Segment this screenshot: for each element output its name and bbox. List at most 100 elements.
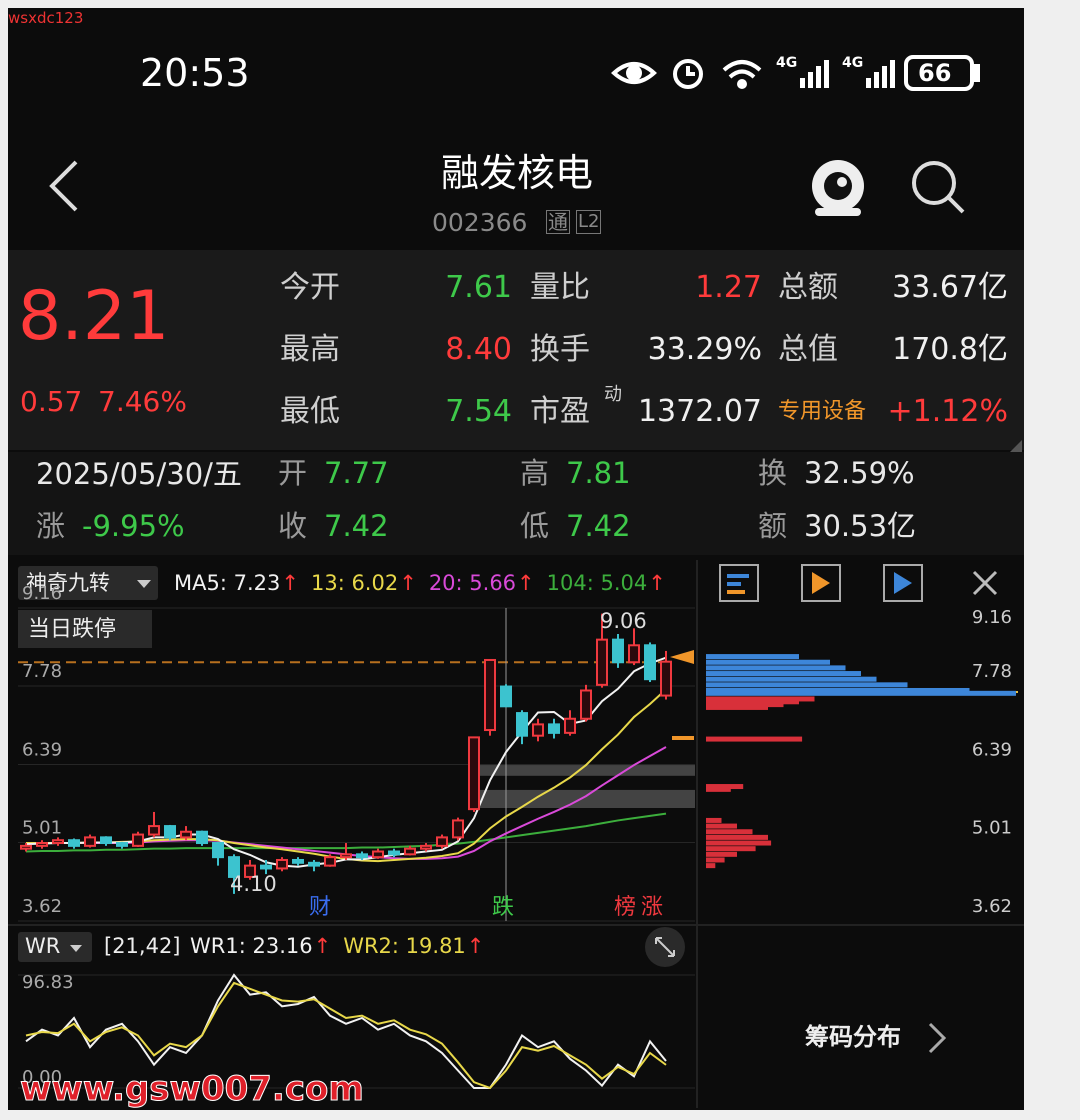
candle-body xyxy=(196,830,208,845)
price-change: 0.57 xyxy=(20,385,83,418)
y-tick-label: 7.78 xyxy=(22,661,62,682)
candle-body xyxy=(324,856,336,867)
candle-body xyxy=(212,842,224,859)
wr-dropdown[interactable] xyxy=(18,932,92,962)
ma-line xyxy=(25,656,667,868)
y-tick-label: 3.62 xyxy=(972,896,1012,917)
candle-body xyxy=(484,658,496,732)
candle-body xyxy=(596,638,608,686)
candle-body xyxy=(244,864,256,878)
status-icons xyxy=(611,55,980,91)
chip-bar xyxy=(706,659,830,665)
day-label: 开 xyxy=(278,456,308,490)
y-tick-label: 9.16 xyxy=(22,583,62,604)
watermark: www.gsw007.com xyxy=(20,1069,365,1109)
candle-body xyxy=(52,839,64,845)
chip-bar xyxy=(706,654,799,660)
chip-bar xyxy=(706,846,756,852)
day-label: 换 xyxy=(758,456,788,490)
quote-value: 1372.07 xyxy=(637,394,762,429)
legend-entry: WR2: 19.81 xyxy=(343,934,466,958)
candle-body xyxy=(132,833,144,847)
chip-bar xyxy=(706,823,737,829)
panel-tabs[interactable] xyxy=(719,564,998,602)
battery-level: 66 xyxy=(918,59,952,87)
indicator-dropdown[interactable] xyxy=(18,566,158,600)
candle-body xyxy=(628,644,640,664)
search-icon[interactable] xyxy=(912,161,965,214)
chip-bar xyxy=(706,687,970,693)
indicator-name: 神奇九转 xyxy=(26,571,110,595)
legend-trend: ↑ xyxy=(281,571,299,595)
candle-body xyxy=(644,644,656,681)
chip-bar xyxy=(706,851,737,857)
assistant-icon[interactable] xyxy=(812,160,864,216)
day-value: -9.95% xyxy=(82,509,185,543)
quote-value: 8.40 xyxy=(445,332,512,367)
chip-bar xyxy=(706,834,768,840)
chart-label: 当日跌停 xyxy=(28,617,116,642)
back-button[interactable] xyxy=(49,160,78,212)
quote-value: 7.61 xyxy=(445,270,512,305)
network-type: 4G xyxy=(842,55,864,71)
candle-body xyxy=(228,856,240,878)
badge: L2 xyxy=(576,210,602,234)
chip-bar xyxy=(706,699,799,705)
candle-body xyxy=(564,717,576,734)
quote-value: 1.27 xyxy=(695,270,762,305)
candle-body xyxy=(292,858,304,864)
quote-label: 市盈 xyxy=(530,394,590,429)
event-marker: 财 xyxy=(309,895,331,920)
candle-body xyxy=(548,723,560,734)
percent-change: 7.46% xyxy=(98,385,187,418)
candle-body xyxy=(116,842,128,847)
quote-label-sup: 动 xyxy=(604,384,622,405)
quote-value: 170.8亿 xyxy=(892,332,1008,367)
legend-entry: 13: 6.02 xyxy=(311,571,398,595)
legend-entry: MA5: 7.23 xyxy=(174,571,280,595)
candle-body xyxy=(100,836,112,845)
indicator-params: [21,42] xyxy=(104,934,181,958)
candle-body xyxy=(340,853,352,859)
event-marker: 榜 xyxy=(614,895,636,920)
candle-body xyxy=(436,836,448,847)
candle-body xyxy=(452,819,464,839)
stock-name: 融发核电 xyxy=(440,151,593,195)
y-tick-label: 6.39 xyxy=(972,740,1012,761)
price-marker xyxy=(672,736,694,740)
candle-body xyxy=(164,825,176,839)
candle-body xyxy=(612,638,624,664)
legend-entry: WR1: 23.16 xyxy=(190,934,313,958)
stock-code: 002366 xyxy=(432,208,528,237)
price-marker xyxy=(670,650,694,664)
legend-entry: 104: 5.04 xyxy=(547,571,648,595)
chip-bar xyxy=(706,704,768,710)
dropdown-caret xyxy=(137,580,151,588)
annotation: 9.06 xyxy=(600,609,647,633)
candle-body xyxy=(372,850,384,859)
candle-body xyxy=(260,864,272,870)
candle-body xyxy=(404,847,416,856)
corner-mark xyxy=(1010,440,1022,452)
candle-body xyxy=(356,853,368,859)
last-price: 8.21 xyxy=(18,277,170,356)
day-value: 7.42 xyxy=(324,509,389,543)
quote-label: 总额 xyxy=(778,270,838,305)
y-tick-label: 6.39 xyxy=(22,740,62,761)
candle-body xyxy=(660,660,672,697)
day-label: 低 xyxy=(520,509,550,543)
chip-bar xyxy=(706,817,722,823)
quote-panel xyxy=(8,250,1024,450)
signal-bars xyxy=(800,60,895,88)
day-label: 额 xyxy=(758,509,788,543)
chip-bar xyxy=(706,671,861,677)
chevron xyxy=(928,1022,947,1054)
chip-bar xyxy=(706,840,772,846)
day-value: 7.81 xyxy=(566,456,631,490)
chip-bar xyxy=(706,786,731,792)
expand-button[interactable] xyxy=(645,927,685,967)
day-label: 高 xyxy=(520,456,550,490)
quote-value: 7.54 xyxy=(445,394,512,429)
candle-body xyxy=(516,712,528,737)
legend-trend: ↑ xyxy=(467,934,485,958)
